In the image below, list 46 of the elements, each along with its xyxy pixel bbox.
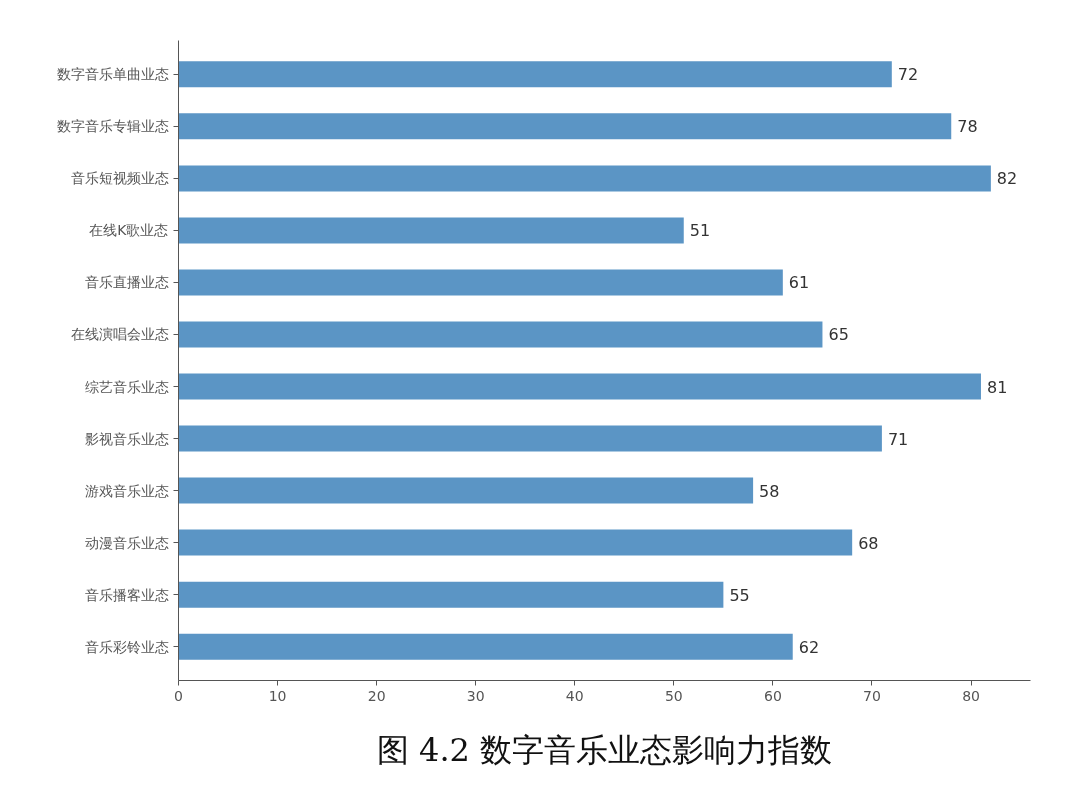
y-tick-label: 音乐彩铃业态 bbox=[84, 638, 169, 655]
bar bbox=[178, 269, 783, 296]
bar bbox=[178, 633, 793, 660]
data-label: 55 bbox=[729, 585, 750, 605]
y-tick-label: 游戏音乐业态 bbox=[84, 482, 169, 499]
y-tick-label: 动漫音乐业态 bbox=[84, 534, 169, 551]
y-tick-label: 音乐直播业态 bbox=[84, 274, 169, 291]
y-tick-label: 音乐短视频业态 bbox=[70, 170, 169, 187]
bar bbox=[178, 61, 892, 88]
x-tick-label: 50 bbox=[664, 687, 683, 704]
bar bbox=[178, 321, 823, 348]
data-label: 51 bbox=[689, 221, 711, 241]
y-tick-label: 在线K歌业态 bbox=[89, 222, 169, 239]
x-tick-label: 30 bbox=[466, 687, 485, 704]
y-tick-label: 综艺音乐业态 bbox=[84, 378, 169, 395]
data-label: 58 bbox=[759, 481, 780, 501]
data-label: 72 bbox=[897, 65, 919, 85]
y-tick-label: 数字音乐专辑业态 bbox=[56, 118, 169, 135]
y-tick-label: 影视音乐业态 bbox=[84, 430, 169, 447]
bar bbox=[178, 581, 724, 608]
bar bbox=[178, 425, 882, 452]
data-label: 62 bbox=[798, 637, 820, 657]
bar bbox=[178, 529, 853, 556]
x-tick-label: 60 bbox=[764, 687, 782, 704]
data-label: 78 bbox=[957, 117, 978, 137]
data-label: 82 bbox=[996, 169, 1018, 189]
text: 图 4.2 数字音乐业态影响力指数 bbox=[376, 730, 833, 769]
y-tick-label: 在线演唱会业态 bbox=[70, 326, 169, 343]
y-tick-label: 数字音乐单曲业态 bbox=[56, 66, 169, 83]
bar bbox=[178, 477, 754, 504]
bar bbox=[178, 217, 684, 244]
x-tick-label: 80 bbox=[962, 687, 980, 704]
y-tick-label: 音乐播客业态 bbox=[84, 586, 169, 603]
bar bbox=[178, 165, 991, 192]
data-label: 71 bbox=[887, 429, 909, 449]
x-tick-label: 10 bbox=[268, 687, 287, 704]
x-tick-label: 0 bbox=[174, 687, 183, 704]
x-tick-label: 70 bbox=[863, 687, 881, 704]
data-label: 61 bbox=[788, 273, 810, 293]
bar bbox=[178, 113, 952, 140]
data-label: 65 bbox=[828, 325, 849, 345]
data-label: 68 bbox=[858, 533, 879, 553]
bar bbox=[178, 373, 981, 400]
data-label: 81 bbox=[986, 377, 1008, 397]
x-tick-label: 20 bbox=[367, 687, 386, 704]
x-tick-label: 40 bbox=[565, 687, 584, 704]
